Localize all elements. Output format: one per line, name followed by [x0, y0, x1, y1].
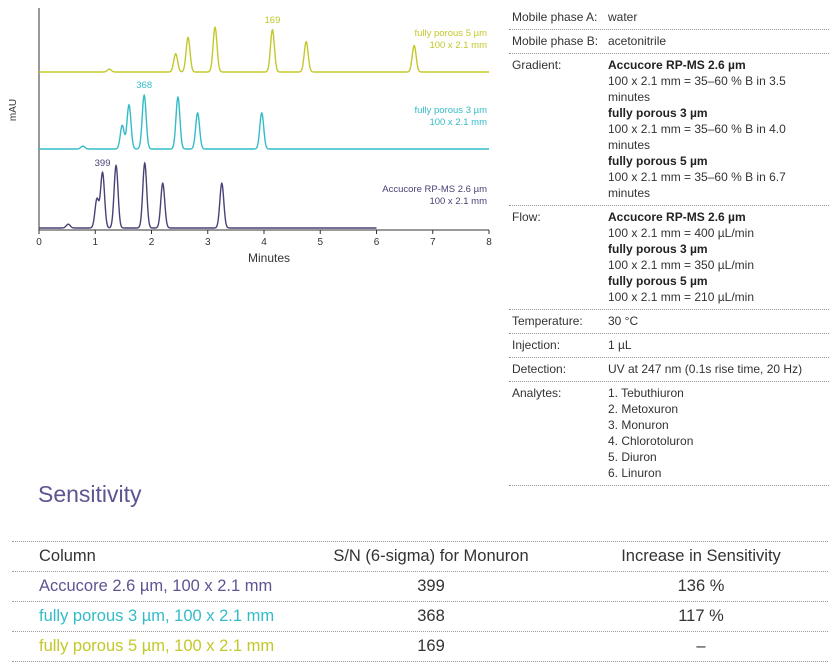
param-text: 100 x 2.1 mm = 35–60 % B in 4.0 minutes [608, 122, 786, 152]
x-axis-label: Minutes [248, 251, 290, 265]
param-subheading: fully porous 5 µm [608, 154, 708, 168]
x-axis-ticks: 0 1 2 3 4 5 6 7 8 [36, 230, 492, 248]
param-row: Temperature: 30 °C [509, 310, 829, 334]
param-text: 1 µL [608, 338, 632, 352]
row-sn-value: 399 [417, 577, 445, 595]
param-key: Mobile phase A: [512, 10, 598, 24]
x-tick-label: 0 [36, 237, 42, 248]
param-key: Mobile phase B: [512, 34, 599, 48]
peak-annotation: 368 [136, 80, 152, 91]
param-row: Mobile phase A: water [509, 6, 829, 30]
param-row: Gradient: Accucore RP-MS 2.6 µm 100 x 2.1 … [509, 54, 829, 206]
chromatogram-chart: mAU Minutes 0 1 2 3 4 5 6 7 8 169 fully porous 5 … [8, 8, 492, 265]
param-value: Accucore RP-MS 2.6 µm 100 x 2.1 mm = 400 … [608, 209, 829, 305]
header-increase: Increase in Sensitivity [621, 547, 781, 565]
row-column-name: fully porous 5 µm, 100 x 2.1 mm [39, 637, 275, 655]
peak-annotation: 399 [95, 158, 111, 169]
param-value: 1 µL [608, 337, 829, 353]
param-subheading: fully porous 3 µm [608, 242, 708, 256]
param-row: Flow: Accucore RP-MS 2.6 µm 100 x 2.1 mm =… [509, 206, 829, 310]
row-increase-value: – [696, 637, 706, 655]
param-text: 100 x 2.1 mm = 400 µL/min [608, 226, 754, 240]
param-text: UV at 247 nm (0.1s rise time, 20 Hz) [608, 362, 803, 376]
peak-annotation: 169 [265, 15, 281, 26]
param-row: Mobile phase B: acetonitrile [509, 30, 829, 54]
param-value: 1. Tebuthiuron 2. Metoxuron 3. Monuron 4. C… [608, 385, 829, 481]
series-sublabel: 100 x 2.1 mm [429, 40, 487, 51]
x-tick-label: 4 [261, 237, 267, 248]
param-text: 100 x 2.1 mm = 35–60 % B in 6.7 minutes [608, 170, 786, 200]
table-row: fully porous 3 µm, 100 x 2.1 mm 368 117 … [12, 602, 828, 632]
series-sublabel: 100 x 2.1 mm [429, 117, 487, 128]
y-axis-label: mAU [8, 99, 19, 121]
param-row: Injection: 1 µL [509, 334, 829, 358]
x-tick-label: 7 [430, 237, 436, 248]
x-tick-label: 5 [317, 237, 323, 248]
param-key: Temperature: [512, 314, 583, 328]
sensitivity-heading: Sensitivity [38, 481, 142, 507]
param-value: water [608, 9, 829, 25]
header-sn: S/N (6-sigma) for Monuron [333, 547, 529, 565]
table-row: fully porous 5 µm, 100 x 2.1 mm 169 – [12, 632, 828, 662]
series-sublabel: 100 x 2.1 mm [429, 196, 487, 207]
row-sn-value: 169 [417, 637, 445, 655]
param-subheading: fully porous 3 µm [608, 106, 708, 120]
row-sn-value: 368 [417, 607, 445, 625]
row-increase-value: 117 % [678, 607, 724, 625]
param-key: Gradient: [512, 58, 562, 72]
method-parameters-table: Mobile phase A: water Mobile phase B: aceto… [509, 6, 829, 486]
param-subheading: fully porous 5 µm [608, 274, 708, 288]
sensitivity-table: Column S/N (6-sigma) for Monuron Increas… [12, 541, 828, 662]
row-increase-value: 136 % [677, 577, 725, 595]
param-text: 100 x 2.1 mm = 35–60 % B in 3.5 minutes [608, 74, 786, 104]
param-key: Analytes: [512, 386, 562, 400]
param-value: acetonitrile [608, 33, 829, 49]
x-tick-label: 6 [374, 237, 380, 248]
series-label: fully porous 5 µm [414, 28, 487, 39]
series-label: fully porous 3 µm [414, 105, 487, 116]
param-text: 4. Chlorotoluron [608, 434, 694, 448]
param-key: Injection: [512, 338, 561, 352]
param-text: 30 °C [608, 314, 639, 328]
param-value: Accucore RP-MS 2.6 µm 100 x 2.1 mm = 35–6… [608, 57, 829, 201]
header-column: Column [39, 547, 96, 565]
param-value: UV at 247 nm (0.1s rise time, 20 Hz) [608, 361, 829, 377]
param-row: Detection: UV at 247 nm (0.1s rise time, … [509, 358, 829, 382]
sensitivity-table-header: Column S/N (6-sigma) for Monuron Increas… [12, 541, 828, 572]
param-value: 30 °C [608, 313, 829, 329]
table-row: Accucore 2.6 µm, 100 x 2.1 mm 399 136 % [12, 572, 828, 602]
trace-line [39, 26, 489, 73]
x-tick-label: 8 [486, 237, 492, 248]
param-text: 1. Tebuthiuron [608, 386, 684, 400]
param-key: Detection: [512, 362, 567, 376]
series-label: Accucore RP-MS 2.6 µm [382, 184, 487, 195]
param-key: Flow: [512, 210, 541, 224]
param-row: Analytes: 1. Tebuthiuron 2. Metoxuron 3. Mo… [509, 382, 829, 486]
x-tick-label: 1 [92, 237, 98, 248]
param-text: acetonitrile [608, 34, 667, 48]
param-text: 100 x 2.1 mm = 350 µL/min [608, 258, 754, 272]
row-column-name: fully porous 3 µm, 100 x 2.1 mm [39, 607, 275, 625]
x-tick-label: 2 [149, 237, 155, 248]
param-subheading: Accucore RP-MS 2.6 µm [608, 210, 746, 224]
param-text: 5. Diuron [608, 450, 657, 464]
row-column-name: Accucore 2.6 µm, 100 x 2.1 mm [39, 577, 273, 595]
x-tick-label: 3 [205, 237, 211, 248]
trace-line [39, 93, 489, 150]
param-text: 3. Monuron [608, 418, 669, 432]
param-text: 6. Linuron [608, 466, 662, 480]
param-subheading: Accucore RP-MS 2.6 µm [608, 58, 746, 72]
param-text: water [608, 10, 638, 24]
trace-line [39, 161, 377, 229]
param-text: 100 x 2.1 mm = 210 µL/min [608, 290, 754, 304]
param-text: 2. Metoxuron [608, 402, 679, 416]
